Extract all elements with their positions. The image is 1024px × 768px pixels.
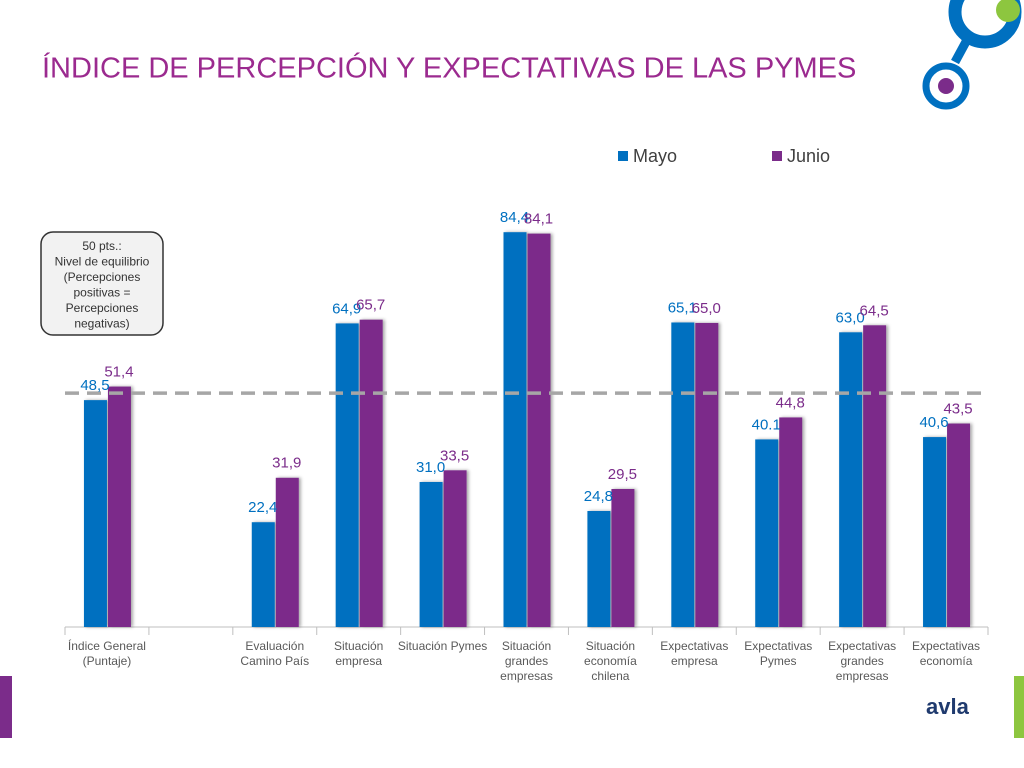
bar [695,322,719,627]
bar [527,233,551,628]
x-tick-label: Situación [502,639,551,653]
bar [611,489,635,627]
data-label: 24,8 [584,488,613,505]
x-tick-label: (Puntaje) [83,654,132,668]
bar [503,232,527,627]
data-label: 84,1 [524,211,553,228]
annotation-text: Percepciones [66,301,139,315]
x-tick-label: economía [584,654,637,668]
x-tick-label: Situación [586,639,635,653]
bar [83,400,107,627]
x-tick-label: grandes [840,654,883,668]
x-tick-label: Índice General [68,638,146,653]
decor-bar [1014,676,1024,738]
bar [587,510,611,627]
x-tick-label: empresas [836,669,889,683]
bar [779,417,803,627]
bar [839,332,863,627]
data-label: 29,5 [608,466,637,483]
x-tick-label: Expectativas [828,639,896,653]
data-label: 31,9 [272,455,301,472]
bar [251,522,275,627]
chart-title: ÍNDICE DE PERCEPCIÓN Y EXPECTATIVAS DE L… [42,52,856,85]
bar [275,477,299,627]
bar [863,325,887,627]
bar [923,437,947,627]
annotation-text: (Percepciones [64,270,141,284]
x-tick-label: empresas [500,669,553,683]
decor-dot [938,78,954,94]
bar [335,323,359,627]
legend-swatch [618,151,628,161]
data-label: 65,0 [692,300,721,317]
data-label: 40,6 [919,414,948,431]
data-label: 63,0 [836,309,865,326]
bar [671,322,695,627]
data-label: 51,4 [104,364,133,381]
legend-label: Junio [787,146,830,166]
annotation-text: negativas) [74,317,129,331]
decor-dot [996,0,1020,22]
decor-bar [0,676,12,738]
legend-swatch [772,151,782,161]
data-label: 48,5 [80,377,109,394]
data-label: 65,1 [668,299,697,316]
bar [107,386,131,627]
x-tick-label: economía [920,654,973,668]
x-tick-label: Situación Pymes [398,639,487,653]
decor-ring [922,62,970,110]
data-label: 65,7 [356,297,385,314]
annotation-text: Nivel de equilibrio [55,255,150,269]
data-label: 40.1 [752,416,781,433]
data-label: 22,4 [248,499,277,516]
data-label: 31,0 [416,459,445,476]
annotation-text: 50 pts.: [82,239,121,253]
x-tick-label: Camino País [240,654,309,668]
bar [359,319,383,627]
x-tick-label: empresa [671,654,718,668]
data-label: 64,5 [860,302,889,319]
x-tick-label: grandes [505,654,548,668]
data-label: 43,5 [943,400,972,417]
decor-link [951,35,972,65]
x-tick-label: Pymes [760,654,797,668]
bar [443,470,467,627]
bar [755,439,779,627]
x-tick-label: Expectativas [660,639,728,653]
x-tick-label: empresa [335,654,382,668]
data-label: 33,5 [440,447,469,464]
x-tick-label: chilena [591,669,629,683]
data-label: 44,8 [776,394,805,411]
x-tick-label: Situación [334,639,383,653]
annotation-box [40,231,164,336]
bar [419,481,443,627]
logo: avla [926,694,970,719]
x-tick-label: Evaluación [245,639,304,653]
annotation-text: positivas = [73,286,130,300]
data-label: 64,9 [332,300,361,317]
x-tick-label: Expectativas [744,639,812,653]
x-tick-label: Expectativas [912,639,980,653]
data-label: 84,4 [500,209,529,226]
legend-label: Mayo [633,146,677,166]
bar [947,423,971,627]
